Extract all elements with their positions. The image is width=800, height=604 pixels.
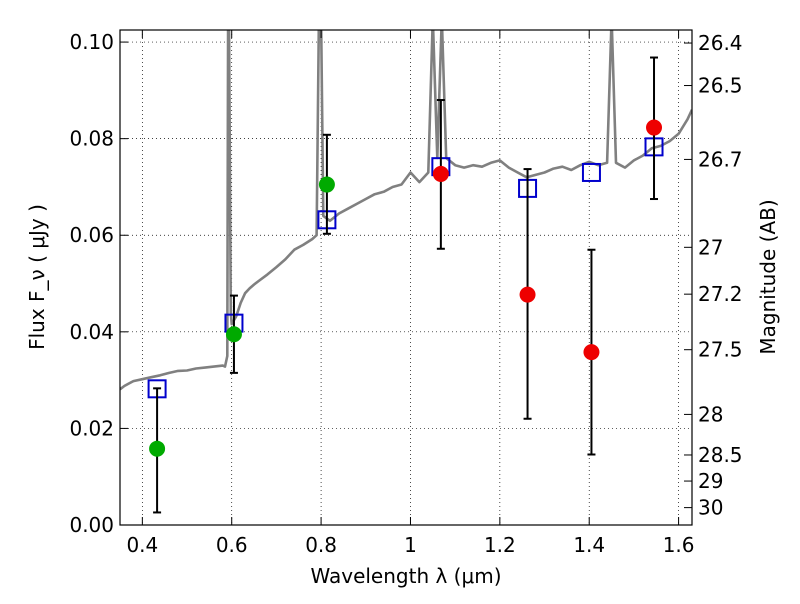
plot-frame — [119, 29, 693, 526]
y2-axis-title: Magnitude (AB) — [756, 199, 780, 354]
observed-flux-point — [225, 326, 242, 343]
x-tick-label: 1.4 — [573, 533, 605, 557]
y-axis-title: Flux F_ν ( μJy ) — [25, 204, 49, 350]
y2-tick-label: 27 — [698, 235, 723, 259]
y-tick-label: 0.08 — [69, 127, 114, 151]
x-axis-title: Wavelength λ (μm) — [310, 564, 501, 588]
y2-tick-label: 27.2 — [698, 282, 743, 306]
x-tick-label: 1.2 — [484, 533, 516, 557]
x-tick-label: 0.6 — [216, 533, 248, 557]
observed-flux-point — [318, 176, 335, 193]
observed-flux-point — [432, 165, 449, 182]
grid — [120, 30, 692, 526]
y-tick-label: 0.06 — [69, 223, 114, 247]
x-tick-label: 1.6 — [663, 533, 695, 557]
x-tick-label: 0.8 — [305, 533, 337, 557]
y2-tick-label: 26.4 — [698, 31, 743, 55]
spectrum-line — [120, 30, 692, 391]
data-layer — [120, 30, 692, 514]
observed-flux-point — [583, 344, 600, 361]
y2-tick-label: 28.5 — [698, 443, 743, 467]
y-tick-label: 0.10 — [69, 30, 114, 54]
y2-tick-label: 27.5 — [698, 338, 743, 362]
observed-flux-point — [519, 286, 536, 303]
model-flux-square — [581, 162, 601, 182]
ticks: 0.4 0.6 0.8 1 1.2 1.4 1.6 0.00 0.02 0.04 0.06 0.08 0… — [69, 30, 743, 557]
y-tick-label: 0.02 — [69, 416, 114, 440]
y2-tick-label: 26.5 — [698, 74, 743, 98]
observed-flux-point — [149, 440, 166, 457]
y2-tick-label: 26.7 — [698, 147, 743, 171]
y2-tick-label: 30 — [698, 496, 723, 520]
y-tick-label: 0.00 — [69, 513, 114, 537]
x-tick-label: 1 — [404, 533, 417, 557]
observed-flux-point — [646, 119, 663, 136]
x-tick-label: 0.4 — [126, 533, 158, 557]
y2-tick-label: 29 — [698, 469, 723, 493]
y2-tick-label: 28 — [698, 402, 723, 426]
y-tick-label: 0.04 — [69, 320, 114, 344]
